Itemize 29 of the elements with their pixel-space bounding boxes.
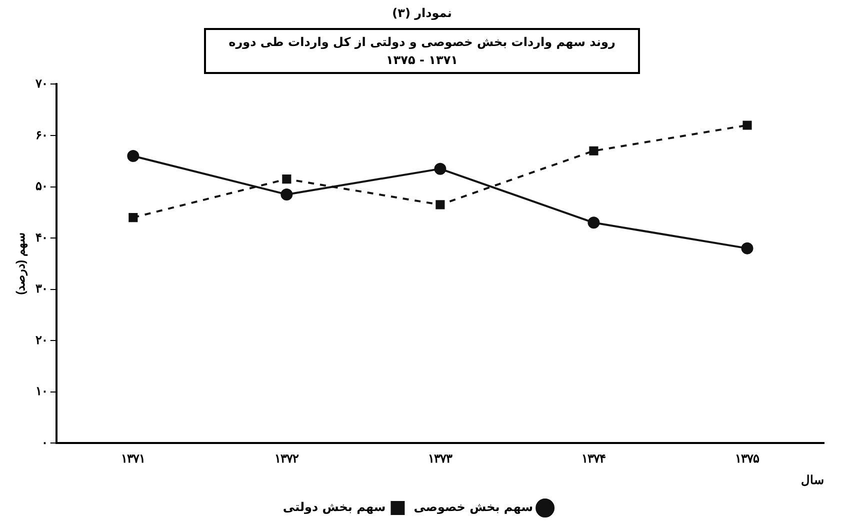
x-tick-label: ۱۳۷۱ — [121, 452, 146, 466]
legend-label: سهم بخش خصوصی — [414, 500, 534, 514]
chart-subtitle: روند سهم واردات بخش خصوصی و دولتی از کل واردات طی دوره ۱۳۷۱ - ۱۳۷۵ — [204, 28, 640, 74]
x-tick-label: ۱۳۷۵ — [735, 452, 760, 466]
y-tick-label: ۲۰ — [35, 332, 48, 347]
y-axis-title: سهم (درصد) — [14, 232, 29, 295]
x-tick-label: ۱۳۷۴ — [582, 452, 606, 466]
x-axis-title: سال — [801, 473, 824, 488]
point — [589, 146, 598, 156]
point — [588, 216, 600, 229]
point — [128, 213, 138, 222]
y-tick-label: ۱۰ — [35, 384, 48, 398]
legend-label: سهم بخش دولتی — [282, 500, 386, 514]
point — [280, 188, 293, 200]
point — [127, 150, 140, 162]
point — [282, 174, 292, 184]
y-tick-label: ۰ — [41, 436, 48, 450]
point — [741, 242, 754, 254]
point — [742, 120, 752, 130]
y-tick-label: ۶۰ — [35, 128, 48, 142]
y-tick-label: ۴۰ — [35, 230, 48, 244]
y-tick-label: ۷۰ — [34, 76, 48, 91]
point — [434, 162, 446, 175]
x-tick-label: ۱۳۷۳ — [428, 452, 454, 466]
y-tick-label: ۳۰ — [35, 282, 48, 296]
chart-title: نمودار (۳) — [391, 6, 453, 22]
point — [436, 200, 445, 210]
x-tick-label: ۱۳۷۲ — [274, 452, 300, 466]
y-tick-label: ۵۰ — [35, 179, 48, 194]
